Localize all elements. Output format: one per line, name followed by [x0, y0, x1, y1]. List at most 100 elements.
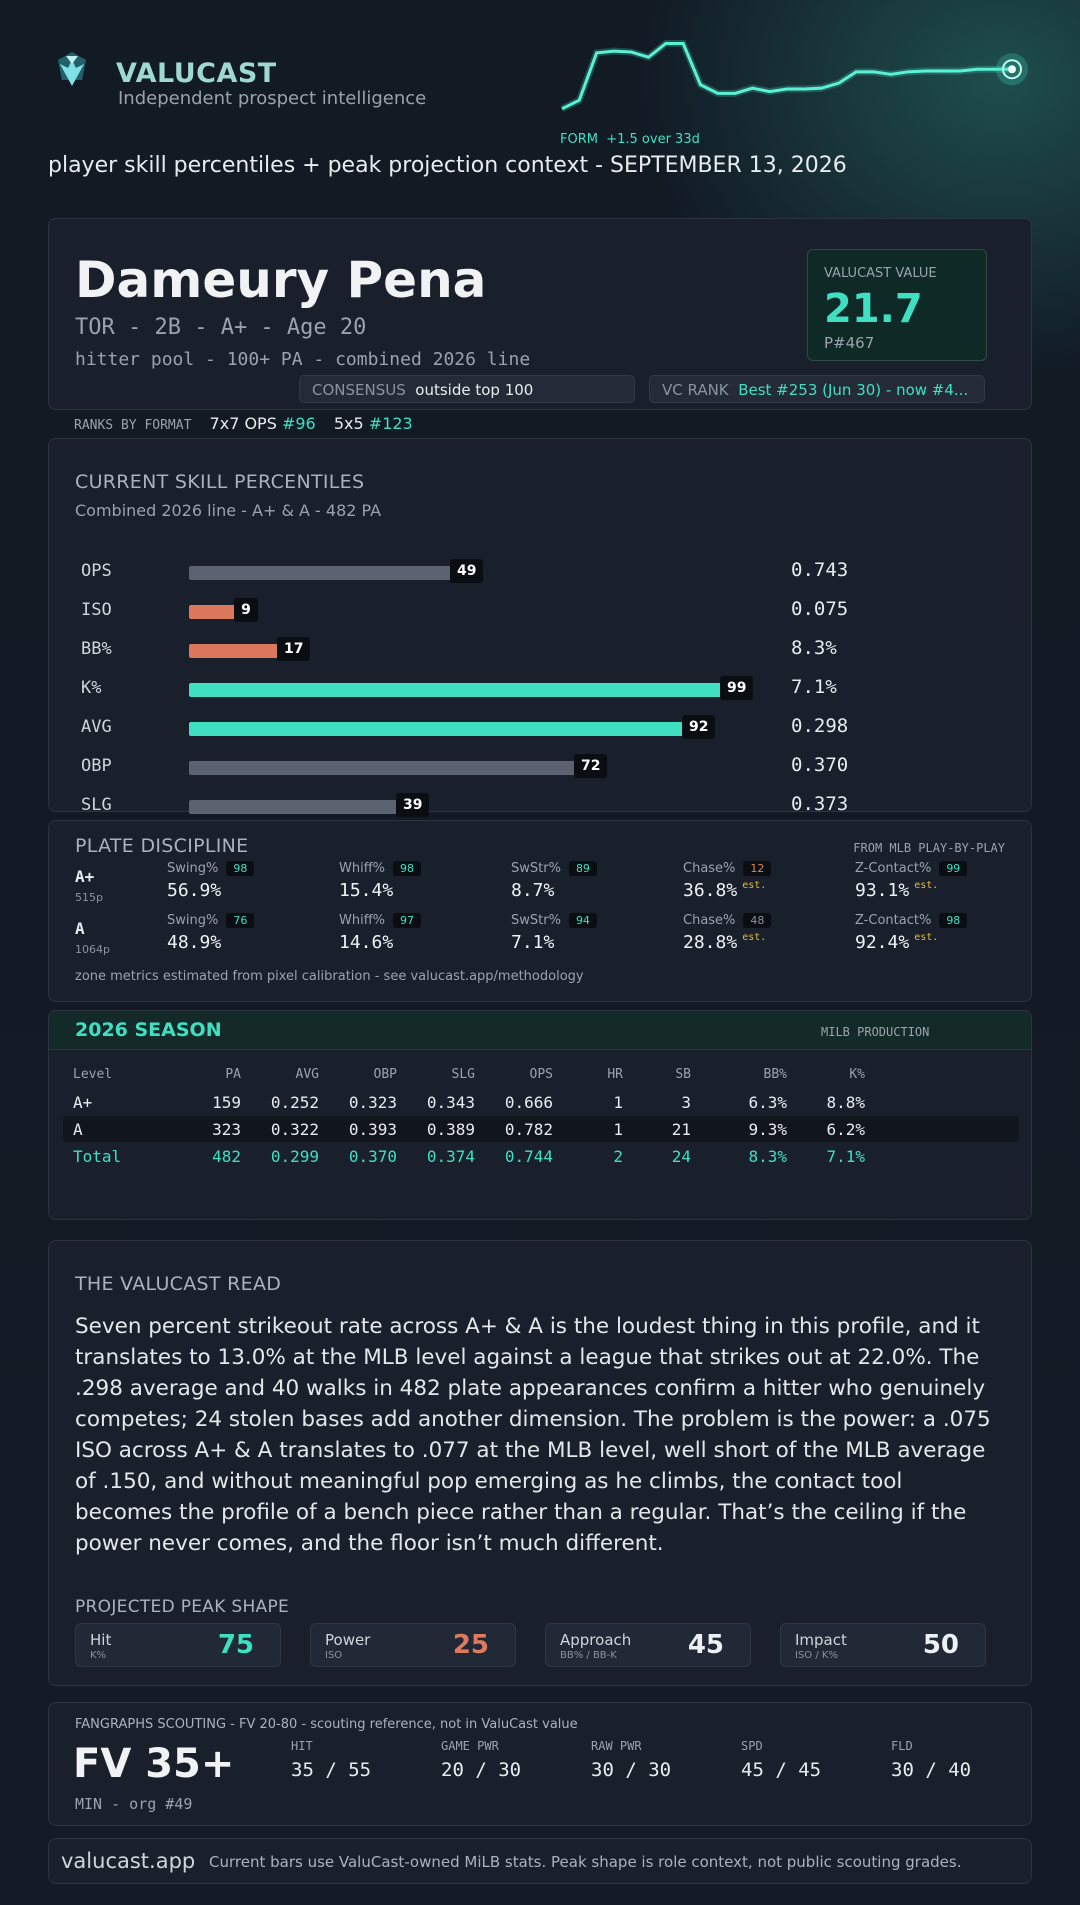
cell-level: Total — [73, 1147, 122, 1166]
shape-title: Impact — [795, 1631, 847, 1649]
cell-avg: AVG — [295, 1067, 319, 1082]
fangraphs-title: FANGRAPHS SCOUTING - FV 20-80 - scouting… — [75, 1717, 578, 1732]
cell-slg: 0.374 — [426, 1147, 475, 1166]
cell-slg: SLG — [451, 1067, 475, 1082]
cell-sb: SB — [675, 1067, 691, 1082]
percentile-badge: 49 — [450, 559, 484, 583]
value-number: 21.7 — [824, 286, 923, 332]
cell-slg: 0.389 — [426, 1120, 475, 1139]
tool-hit: HIT 35 / 55 — [291, 1739, 372, 1781]
cell-ops: OPS — [529, 1067, 553, 1082]
metric-name: Whiff% — [339, 861, 386, 876]
cell-kpct: K% — [849, 1067, 865, 1082]
estimate-flag: est. — [914, 932, 939, 943]
shape-title: Approach — [560, 1631, 632, 1649]
percentile-value: 0.370 — [791, 754, 849, 776]
ranks-by-format: RANKS BY FORMAT 7x7 OPS #96 5x5 #123 — [74, 414, 413, 433]
percentile-bar — [189, 566, 454, 580]
shape-subtitle: ISO / K% — [795, 1650, 838, 1661]
metric-value: 48.9% — [167, 932, 222, 953]
metric-name: Whiff% — [339, 913, 386, 928]
cell-sb: 24 — [671, 1147, 691, 1166]
percentile-badge: 9 — [234, 598, 258, 622]
percentile-value: 0.373 — [791, 793, 849, 815]
season-table-header: Level PA AVG OBP SLG OPS HR SB BB% K% — [63, 1063, 1019, 1089]
discipline-source: FROM MLB PLAY-BY-PLAY — [853, 841, 1005, 855]
percentiles-title: CURRENT SKILL PERCENTILES — [75, 471, 365, 493]
metric-percentile-badge: 99 — [939, 861, 968, 876]
metric-percentile-badge: 98 — [393, 861, 422, 876]
percentile-badge: 17 — [277, 637, 311, 661]
estimate-flag: est. — [742, 932, 767, 943]
tool-raw-pwr: RAW PWR 30 / 30 — [591, 1739, 672, 1781]
peak-shape-power: Power ISO 25 — [310, 1623, 516, 1667]
cell-avg: 0.299 — [270, 1147, 319, 1166]
discipline-metric: Chase% 12 36.8% est. — [683, 861, 843, 901]
percentile-row-bbpct: BB% 17 8.3% — [49, 635, 1033, 665]
shape-grade: 50 — [922, 1630, 959, 1660]
cell-pa: 323 — [212, 1120, 241, 1139]
metric-percentile-badge: 12 — [743, 861, 772, 876]
metric-value: 56.9% — [167, 880, 222, 901]
peak-shape-approach: Approach BB% / BB-K 45 — [545, 1623, 751, 1667]
tool-game-pwr: GAME PWR 20 / 30 — [441, 1739, 522, 1781]
metric-value: 28.8% — [683, 932, 738, 953]
peak-shape-title: PROJECTED PEAK SHAPE — [75, 1597, 290, 1617]
season-row: A 323 0.322 0.393 0.389 0.782 1 21 9.3% 6.2% — [63, 1116, 1019, 1142]
percentile-label: ISO — [81, 600, 112, 620]
percentile-badge: 92 — [682, 715, 716, 739]
percentile-label: AVG — [81, 717, 112, 737]
percentile-row-obp: OBP 72 0.370 — [49, 752, 1033, 782]
percentile-label: BB% — [81, 639, 112, 659]
fangraphs-org: MIN - org #49 — [75, 1795, 193, 1813]
cell-obp: 0.323 — [348, 1093, 397, 1112]
percentile-row-avg: AVG 92 0.298 — [49, 713, 1033, 743]
shape-grade: 45 — [687, 1630, 724, 1660]
metric-name: SwStr% — [511, 913, 561, 928]
metric-value: 8.7% — [511, 880, 555, 901]
fangraphs-card: FANGRAPHS SCOUTING - FV 20-80 - scouting… — [48, 1702, 1032, 1826]
brand-name: VALUCAST — [116, 58, 277, 89]
metric-percentile-badge: 98 — [939, 913, 968, 928]
discipline-note: zone metrics estimated from pixel calibr… — [75, 969, 584, 984]
tool-spd: SPD 45 / 45 — [741, 1739, 822, 1781]
metric-name: Z-Contact% — [855, 913, 932, 928]
shape-title: Power — [325, 1631, 371, 1649]
tool-fld: FLD 30 / 40 — [891, 1739, 972, 1781]
shape-grade: 75 — [217, 1630, 254, 1660]
percentile-row-slg: SLG 39 0.373 — [49, 791, 1033, 821]
percentile-badge: 39 — [396, 793, 430, 817]
footer-note: Current bars use ValuCast-owned MiLB sta… — [209, 1853, 962, 1871]
metric-value: 7.1% — [511, 932, 555, 953]
percentile-bar — [189, 683, 724, 697]
cell-avg: 0.252 — [270, 1093, 319, 1112]
percentile-badge: 99 — [720, 676, 754, 700]
metric-name: Swing% — [167, 913, 219, 928]
metric-name: Z-Contact% — [855, 861, 932, 876]
metric-percentile-badge: 48 — [743, 913, 772, 928]
cell-kpct: 6.2% — [826, 1120, 865, 1139]
estimate-flag: est. — [914, 880, 939, 891]
percentile-label: OPS — [81, 561, 112, 581]
peak-shape-hit: Hit K% 75 — [75, 1623, 281, 1667]
metric-percentile-badge: 94 — [568, 913, 597, 928]
cell-bbpct: 6.3% — [748, 1093, 787, 1112]
percentile-bar — [189, 800, 400, 814]
form-endpoint — [1002, 59, 1022, 80]
cell-hr: 1 — [613, 1120, 623, 1139]
percentile-bar — [189, 761, 578, 775]
valucast-read-card: THE VALUCAST READ Seven percent strikeou… — [48, 1240, 1032, 1686]
percentiles-subtitle: Combined 2026 line - A+ & A - 482 PA — [75, 501, 382, 520]
footer-link[interactable]: valucast.app — [61, 1849, 196, 1873]
peak-shape-impact: Impact ISO / K% 50 — [780, 1623, 986, 1667]
cell-level: A — [73, 1120, 83, 1139]
season-title: 2026 SEASON — [75, 1019, 222, 1041]
season-header: 2026 SEASON MILB PRODUCTION — [49, 1011, 1031, 1050]
metric-percentile-badge: 98 — [226, 861, 255, 876]
season-tag: MILB PRODUCTION — [821, 1025, 930, 1039]
valucast-logo-icon — [58, 52, 86, 86]
page-subtitle: player skill percentiles + peak projecti… — [48, 153, 847, 178]
metric-value: 15.4% — [339, 880, 394, 901]
discipline-metric: SwStr% 94 7.1% — [511, 913, 671, 953]
player-pool: hitter pool - 100+ PA - combined 2026 li… — [75, 349, 531, 370]
